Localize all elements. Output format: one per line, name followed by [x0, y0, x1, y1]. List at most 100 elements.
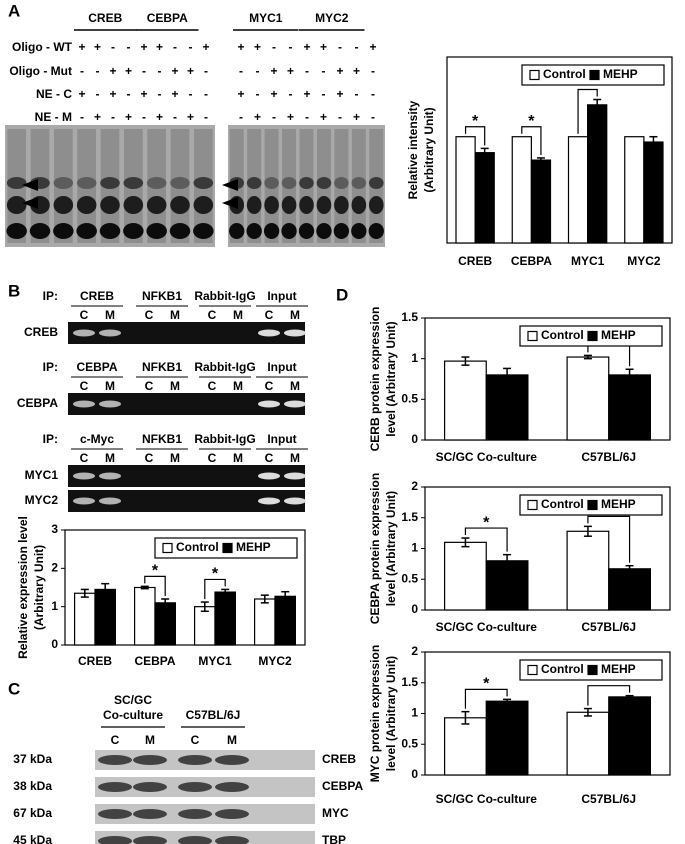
y-tick-label: 1 [411, 541, 418, 555]
lane-label: M [233, 451, 243, 465]
y-tick-label: 1 [411, 351, 418, 365]
gel-band [246, 196, 262, 214]
error-bar [260, 594, 269, 604]
gel-band [334, 196, 349, 214]
x-tick-label: C57BL/6J [581, 450, 636, 464]
plot-frame [446, 56, 673, 244]
target-label: MYC2 [25, 493, 59, 507]
y-axis-label: Relative intensity [406, 100, 420, 199]
error-bar [161, 598, 170, 608]
lane-symbol: - [338, 110, 342, 124]
lane-label: M [170, 451, 180, 465]
lane-group: CEBPA [147, 11, 188, 25]
lane-symbol: - [204, 64, 208, 78]
gel-band [333, 223, 350, 239]
lane-symbol: + [187, 110, 194, 124]
error-bar [625, 368, 634, 382]
bar [608, 568, 652, 611]
lane-symbol: + [287, 110, 294, 124]
blot-band [133, 809, 167, 819]
legend-label: Control [541, 497, 584, 511]
lane-symbol: - [289, 40, 293, 54]
error-bar [536, 157, 545, 163]
significance-label: * [472, 113, 479, 130]
legend-label: MEHP [601, 328, 636, 342]
gel-band [284, 329, 306, 337]
lane-symbol: - [355, 40, 359, 54]
y-axis-label: CERB protein expression [368, 307, 382, 452]
y-tick-label: 0 [51, 637, 58, 651]
bar [444, 360, 487, 441]
bar [530, 159, 552, 244]
protein-label: MYC [322, 806, 349, 820]
blot-band [215, 782, 249, 792]
lane-symbol: - [158, 87, 162, 101]
lane-label: M [290, 379, 300, 393]
significance-bracket [204, 578, 226, 600]
lane-group: MYC1 [249, 11, 283, 25]
gel-band [99, 329, 121, 337]
lane-symbol: - [204, 110, 208, 124]
ip-label: IP: [43, 289, 58, 303]
arrowhead [222, 197, 238, 209]
error-bar [140, 585, 149, 590]
protein-label: CREB [322, 752, 356, 766]
lane-symbol: + [109, 64, 116, 78]
significance-label: * [152, 563, 159, 580]
panel-label: C [8, 679, 20, 698]
gel-band [193, 223, 214, 239]
bar [624, 136, 645, 244]
lane-label: M [170, 379, 180, 393]
gel-band [73, 497, 95, 505]
row-label: NE - M [35, 110, 72, 124]
gel-band [53, 196, 74, 214]
legend-label: MEHP [236, 540, 271, 554]
legend-swatch [527, 664, 538, 676]
lane-symbol: + [336, 87, 343, 101]
blot-band [178, 809, 212, 819]
arrowhead [22, 197, 38, 209]
y-tick-label: 1.5 [401, 310, 418, 324]
error-bar [281, 590, 290, 602]
legend-label: MEHP [603, 67, 638, 81]
lane-group: MYC2 [315, 11, 349, 25]
lane-label: C [145, 379, 154, 393]
error-bar [461, 537, 470, 548]
gel-band [258, 329, 280, 337]
bar [134, 586, 156, 646]
blot-band [178, 836, 212, 844]
panel-label: B [8, 281, 20, 300]
legend-swatch [589, 69, 600, 81]
ip-label: IP: [43, 360, 58, 374]
group-label: Co-culture [103, 708, 163, 722]
plot-frame [424, 317, 671, 441]
antibody: NFKB1 [142, 432, 182, 446]
lane-symbol: - [256, 87, 260, 101]
significance-bracket [587, 685, 631, 706]
x-tick-label: CREB [78, 654, 112, 668]
gel-band [316, 196, 332, 214]
lane-symbol: + [125, 110, 132, 124]
bar [567, 136, 589, 244]
gel-band [99, 472, 121, 480]
size-label: 38 kDa [13, 779, 52, 793]
error-bar [503, 553, 512, 568]
legend-label: Control [176, 540, 219, 554]
bar [485, 700, 529, 776]
y-axis-label: MYC protein expression [368, 645, 382, 782]
gel-band [73, 400, 95, 408]
gel-band [99, 400, 121, 408]
error-bar [625, 694, 634, 699]
lane-symbol: - [189, 87, 193, 101]
gel-band [123, 223, 144, 239]
legend-label: Control [541, 662, 584, 676]
gel-band [170, 196, 190, 214]
bar [455, 136, 476, 244]
lane-symbol: + [369, 40, 376, 54]
blot-band [133, 755, 167, 765]
lane-symbol: - [272, 40, 276, 54]
error-bar [461, 356, 470, 366]
gel-band [99, 223, 121, 239]
gel-band [76, 223, 97, 239]
